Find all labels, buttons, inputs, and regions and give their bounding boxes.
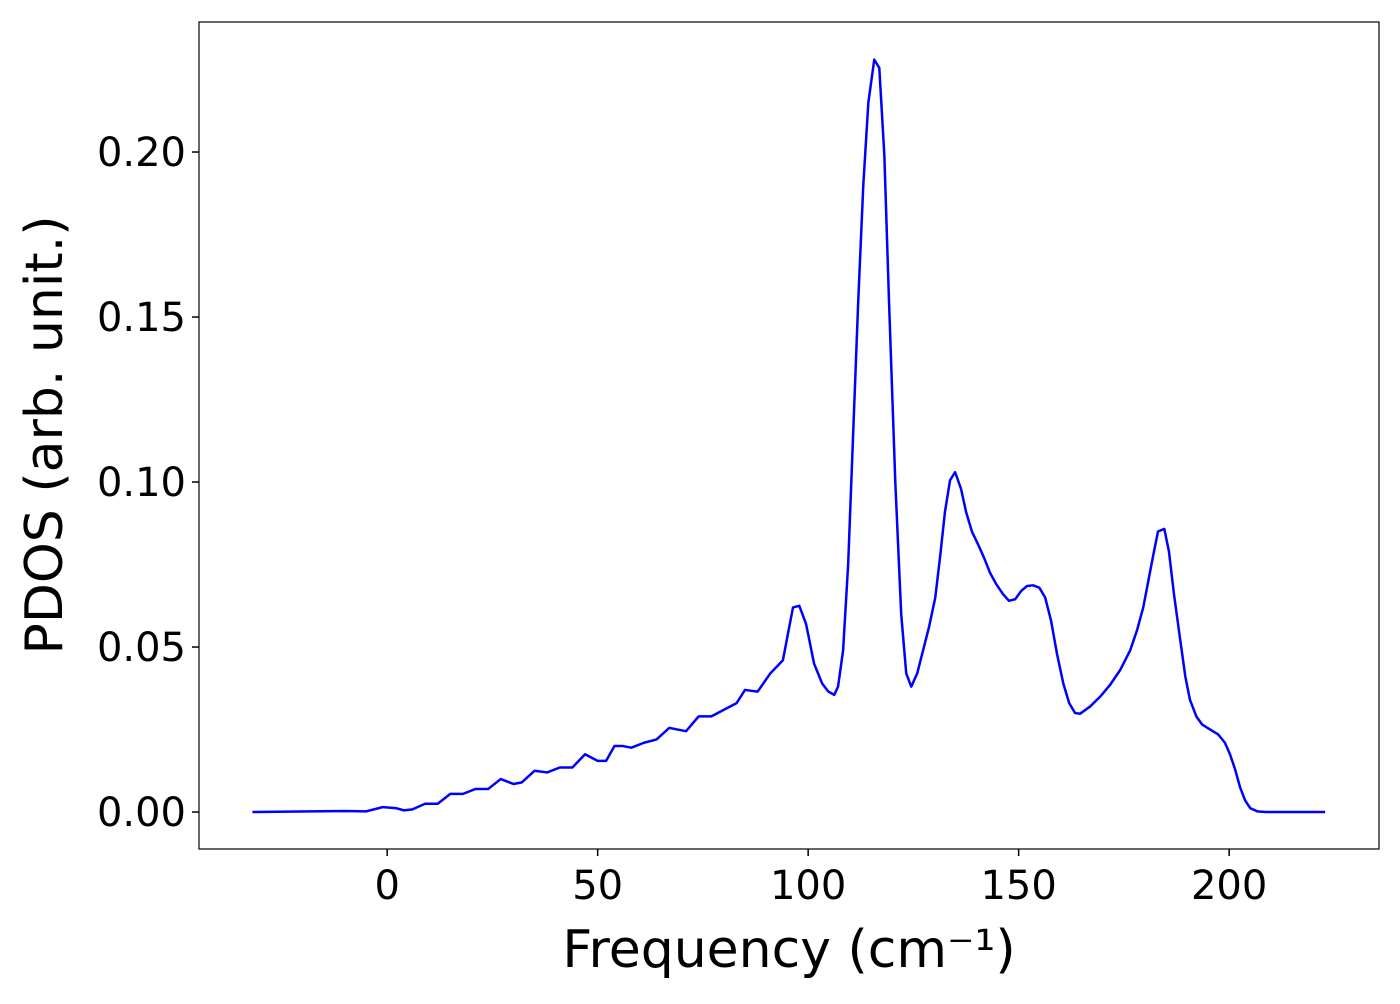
x-tick-label: 0 [374, 863, 399, 909]
y-tick-label: 0.15 [97, 295, 186, 341]
y-tick-label: 0.05 [97, 625, 186, 671]
x-tick-label: 200 [1191, 863, 1267, 909]
x-axis-label: Frequency (cm⁻¹) [562, 920, 1015, 980]
y-tick-label: 0.10 [97, 460, 186, 506]
x-tick-label: 50 [572, 863, 623, 909]
plot-frame [198, 21, 1380, 850]
x-tick-label: 150 [980, 863, 1056, 909]
data-line [252, 58, 1326, 814]
x-tick-label: 100 [770, 863, 846, 909]
y-axis-label: PDOS (arb. unit.) [15, 215, 75, 654]
y-tick-label: 0.20 [97, 130, 186, 176]
y-tick-label: 0.00 [97, 790, 186, 836]
